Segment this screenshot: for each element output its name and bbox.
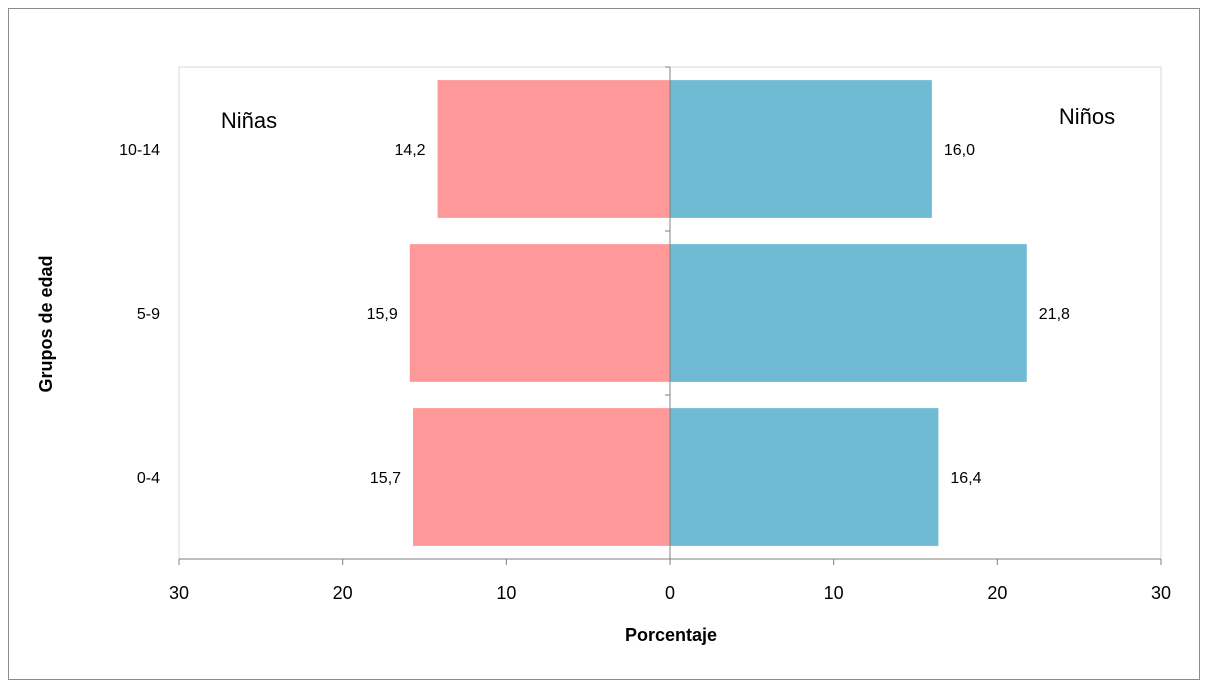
data-label-girls-0-4: 15,7 [370, 470, 401, 487]
bar-girls-5-9 [409, 244, 670, 382]
y-axis-title: Grupos de edad [36, 255, 56, 392]
labels-group: 15,7 16,4 0-4 15,9 21,8 5-9 14,2 16,0 10-14 30 20 1… [119, 142, 1171, 603]
x-tick-label: 10 [824, 583, 844, 603]
category-label-0-4: 0-4 [137, 470, 160, 487]
data-label-girls-5-9: 15,9 [367, 306, 398, 323]
x-tick-label: 30 [1151, 583, 1171, 603]
x-tick-label: 0 [665, 583, 675, 603]
bars-group [409, 80, 1027, 546]
bar-boys-0-4 [670, 408, 939, 546]
axes-group [178, 66, 1162, 565]
data-label-girls-10-14: 14,2 [394, 142, 425, 159]
category-label-5-9: 5-9 [137, 306, 160, 323]
series-label-boys: Niños [1059, 104, 1115, 129]
x-tick-label: 30 [169, 583, 189, 603]
bar-girls-0-4 [413, 408, 670, 546]
data-label-boys-5-9: 21,8 [1039, 306, 1070, 323]
data-label-boys-10-14: 16,0 [944, 142, 975, 159]
bar-boys-10-14 [670, 80, 932, 218]
bar-boys-5-9 [670, 244, 1027, 382]
category-label-10-14: 10-14 [119, 142, 160, 159]
bar-girls-10-14 [437, 80, 670, 218]
x-axis-title: Porcentaje [625, 625, 717, 645]
x-tick-label: 20 [333, 583, 353, 603]
x-tick-label: 20 [987, 583, 1007, 603]
data-label-boys-0-4: 16,4 [950, 470, 981, 487]
x-tick-label: 10 [496, 583, 516, 603]
series-label-girls: Niñas [221, 108, 277, 133]
